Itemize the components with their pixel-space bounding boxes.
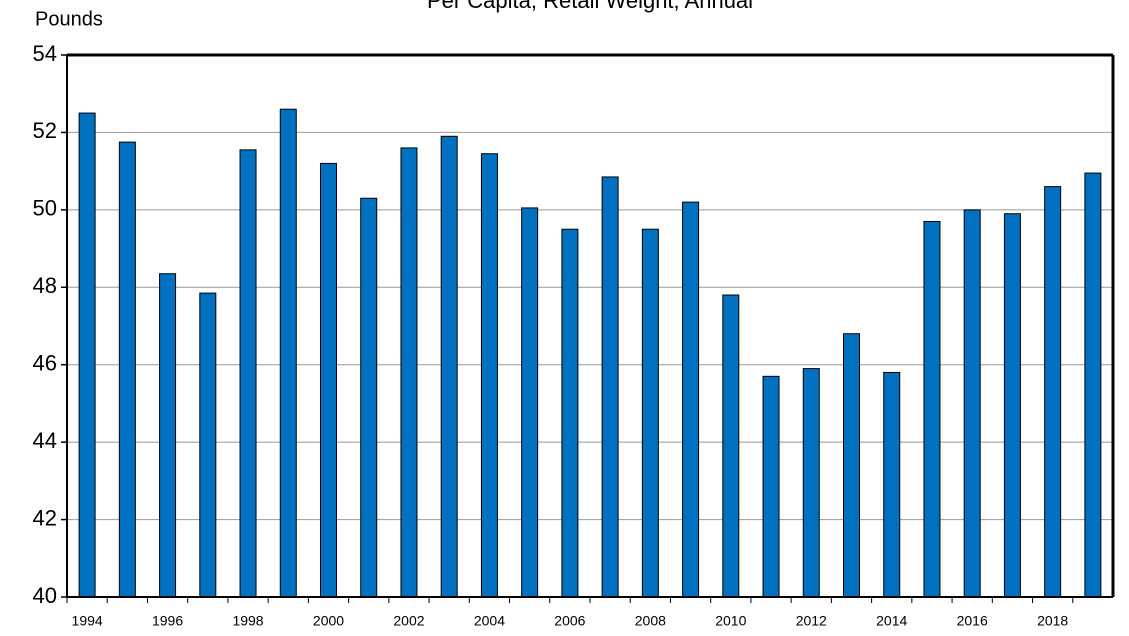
bar — [561, 228, 579, 598]
y-tick-label: 50 — [33, 196, 57, 221]
chart-title: Per Capita, Retail Weight, Annual — [427, 0, 753, 13]
x-tick-label: 2012 — [796, 613, 827, 629]
x-tick-label: 2010 — [715, 613, 746, 629]
x-tick-label: 1998 — [232, 613, 263, 629]
bar — [400, 147, 418, 598]
bar — [78, 112, 96, 598]
bar — [239, 149, 257, 598]
x-tick-label: 2016 — [957, 613, 988, 629]
bar — [199, 292, 217, 598]
x-tick-label: 1996 — [152, 613, 183, 629]
bar — [963, 209, 981, 598]
bar — [601, 176, 619, 598]
bar — [883, 371, 901, 598]
bar — [1084, 172, 1102, 598]
bar — [440, 135, 458, 598]
bar — [762, 375, 780, 598]
bar — [641, 228, 659, 598]
y-tick-label: 52 — [33, 118, 57, 143]
y-tick-label: 46 — [33, 351, 57, 376]
x-tick-label: 2014 — [876, 613, 907, 629]
bar — [923, 220, 941, 598]
y-tick-label: 54 — [33, 41, 57, 66]
y-tick-label: 42 — [33, 505, 57, 530]
bar — [722, 294, 740, 598]
y-axis-label: Pounds — [35, 8, 103, 30]
bar — [802, 368, 820, 598]
bar — [118, 141, 136, 598]
bar — [1003, 213, 1021, 598]
x-tick-label: 2000 — [313, 613, 344, 629]
y-tick-label: 44 — [33, 428, 57, 453]
bar — [480, 153, 498, 598]
y-tick-label: 40 — [33, 583, 57, 608]
x-tick-label: 2008 — [635, 613, 666, 629]
bar — [360, 197, 378, 598]
bar — [159, 273, 177, 598]
bar — [1044, 186, 1062, 598]
x-tick-label: 1994 — [72, 613, 103, 629]
bar — [320, 162, 337, 598]
bar — [843, 333, 860, 598]
x-tick-label: 2006 — [554, 613, 585, 629]
bar — [682, 201, 700, 598]
bar — [521, 207, 539, 598]
y-tick-label: 48 — [33, 273, 57, 298]
bar — [279, 108, 297, 598]
x-tick-label: 2018 — [1037, 613, 1068, 629]
x-tick-label: 2004 — [474, 613, 505, 629]
x-tick-label: 2002 — [393, 613, 424, 629]
